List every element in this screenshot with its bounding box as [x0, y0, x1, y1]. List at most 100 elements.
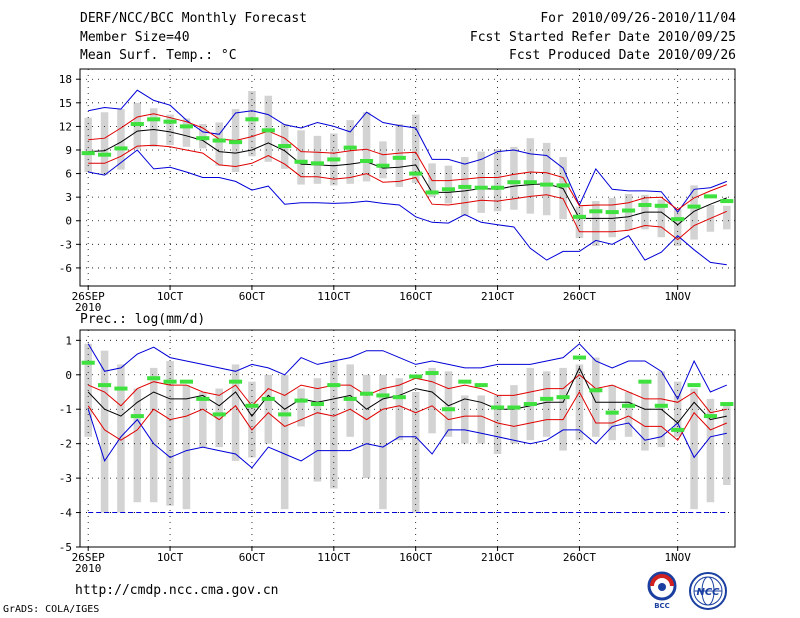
prec-box-day-24 [461, 395, 469, 444]
temp-xtick-label: 1OCT [157, 290, 184, 303]
prec-ytick-label: -2 [59, 438, 72, 451]
temp-median-day-23 [441, 187, 455, 192]
prec-box-day-10 [231, 364, 240, 461]
prec-mean-line [87, 366, 727, 424]
prec-median-day-24 [458, 379, 472, 384]
temp-median-day-19 [376, 163, 390, 168]
prec-xtick-label: 1OCT [157, 551, 184, 564]
temp-ytick-label: 6 [65, 168, 72, 181]
temp-median-day-25 [474, 185, 488, 190]
prec-box-day-39 [706, 398, 715, 503]
temp-xtick-label: 6OCT [239, 290, 266, 303]
prec-median-day-5 [147, 376, 161, 381]
prec-box-day-13 [280, 374, 289, 510]
temp-median-day-6 [163, 119, 177, 124]
temp-box-day-40 [723, 205, 731, 230]
prec-box-day-40 [723, 402, 731, 485]
prec-box-day-16 [330, 361, 338, 489]
prec-envelope-low-line [87, 409, 727, 469]
prec-box-day-18 [362, 374, 371, 479]
temp-box-day-15 [313, 135, 322, 184]
prec-box-day-5 [149, 367, 158, 503]
prec-spread-low-line [87, 390, 727, 441]
temp-spread-high-line [88, 113, 727, 211]
prec-median-day-16 [327, 383, 341, 388]
temp-ytick-label: 0 [65, 215, 72, 228]
temp-box-day-37 [673, 208, 682, 246]
temp-median-day-11 [245, 117, 259, 122]
prec-median-day-25 [474, 383, 488, 388]
produced-date: Fcst Produced Date 2010/09/26 [509, 48, 736, 63]
temp-median-day-39 [703, 194, 717, 199]
prec-box-day-6 [166, 361, 174, 506]
bcc-logo: BCC [640, 570, 684, 614]
temp-box-day-18 [362, 112, 371, 182]
temp-median-day-8 [196, 136, 210, 141]
temp-ytick-label: -3 [59, 238, 72, 251]
temp-ytick-label: 9 [65, 144, 72, 157]
prec-median-day-19 [376, 393, 390, 398]
temp-xtick-label: 16OCT [399, 290, 432, 303]
temp-box-day-28 [526, 138, 535, 214]
prec-median-day-12 [261, 396, 275, 401]
prec-median-day-15 [310, 402, 324, 407]
prec-median-day-21 [409, 374, 423, 379]
temp-box-day-17 [346, 120, 354, 184]
ncc-logo-text: NCC [696, 587, 720, 598]
temp-box-day-36 [657, 199, 666, 238]
temp-xtick-label: 21OCT [481, 290, 514, 303]
prec-box-day-22 [428, 367, 436, 434]
prec-median-day-35 [638, 379, 652, 384]
prec-box-day-8 [199, 392, 207, 448]
prec-ytick-label: -4 [59, 507, 73, 520]
temp-xtick-label: 26OCT [563, 290, 596, 303]
temp-box-day-29 [542, 142, 551, 216]
prec-median-day-26 [491, 405, 505, 410]
temp-median-day-36 [654, 203, 668, 208]
prec-box-day-32 [592, 357, 600, 437]
temp-median-day-35 [638, 203, 652, 208]
temp-median-day-31 [572, 214, 586, 219]
prec-box-day-29 [542, 371, 551, 437]
prec-median-day-4 [130, 414, 144, 419]
temp-median-day-21 [409, 171, 423, 176]
temp-box-day-32 [592, 201, 600, 246]
prec-xtick-label: 26SEP [72, 551, 105, 564]
prec-box-day-4 [133, 388, 142, 503]
temp-median-day-9 [212, 138, 226, 143]
temp-median-day-17 [343, 145, 357, 150]
temp-xtick-label: 11OCT [317, 290, 350, 303]
grads-credit: GrADS: COLA/IGES [3, 604, 100, 615]
prec-ytick-label: -1 [59, 403, 72, 416]
temp-envelope-low-line [88, 149, 727, 266]
temp-median-day-24 [458, 184, 472, 189]
prec-median-day-8 [196, 396, 210, 401]
prec-median-day-9 [212, 412, 226, 417]
temp-ytick-label: 18 [59, 73, 72, 86]
prec-xtick-label: 11OCT [317, 551, 350, 564]
temp-box-day-5 [149, 108, 158, 147]
temp-median-day-2 [98, 152, 112, 157]
chart-title: DERF/NCC/BCC Monthly Forecast [80, 11, 307, 26]
temp-median-day-40 [720, 199, 734, 204]
prec-median-day-32 [589, 388, 603, 393]
temp-xtick-label: 26SEP [72, 290, 105, 303]
prec-box-day-25 [477, 395, 485, 444]
prec-ytick-label: 0 [65, 369, 72, 382]
footer-url[interactable]: http://cmdp.ncc.cma.gov.cn [75, 583, 279, 598]
temp-box-day-1 [84, 117, 92, 172]
temp-median-day-16 [327, 157, 341, 162]
prec-ytick-label: 1 [65, 334, 72, 347]
prec-median-day-10 [229, 379, 243, 384]
prec-xtick-label: 26OCT [563, 551, 596, 564]
temp-median-day-15 [310, 161, 324, 166]
temp-ytick-label: 15 [59, 97, 72, 110]
temp-median-day-34 [622, 208, 636, 213]
temp-median-day-3 [114, 146, 128, 151]
prec-box-day-7 [182, 385, 191, 510]
prec-envelope-high-line [87, 343, 727, 400]
prec-median-day-14 [294, 398, 308, 403]
temp-median-day-30 [556, 183, 570, 188]
prec-box-day-14 [297, 388, 305, 427]
bcc-logo-text: BCC [654, 602, 670, 610]
